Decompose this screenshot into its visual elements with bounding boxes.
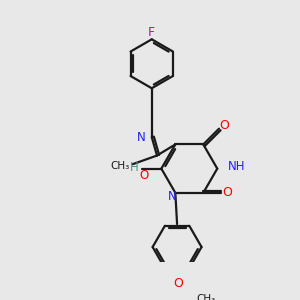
Text: F: F [148,26,155,39]
Text: NH: NH [228,160,245,173]
Text: O: O [219,119,229,132]
Text: O: O [139,169,148,182]
Text: CH₃: CH₃ [111,161,130,171]
Text: N: N [137,131,146,144]
Text: H: H [130,161,139,174]
Text: O: O [222,186,232,199]
Text: O: O [173,277,183,290]
Text: N: N [167,190,176,203]
Text: CH₃: CH₃ [196,294,216,300]
